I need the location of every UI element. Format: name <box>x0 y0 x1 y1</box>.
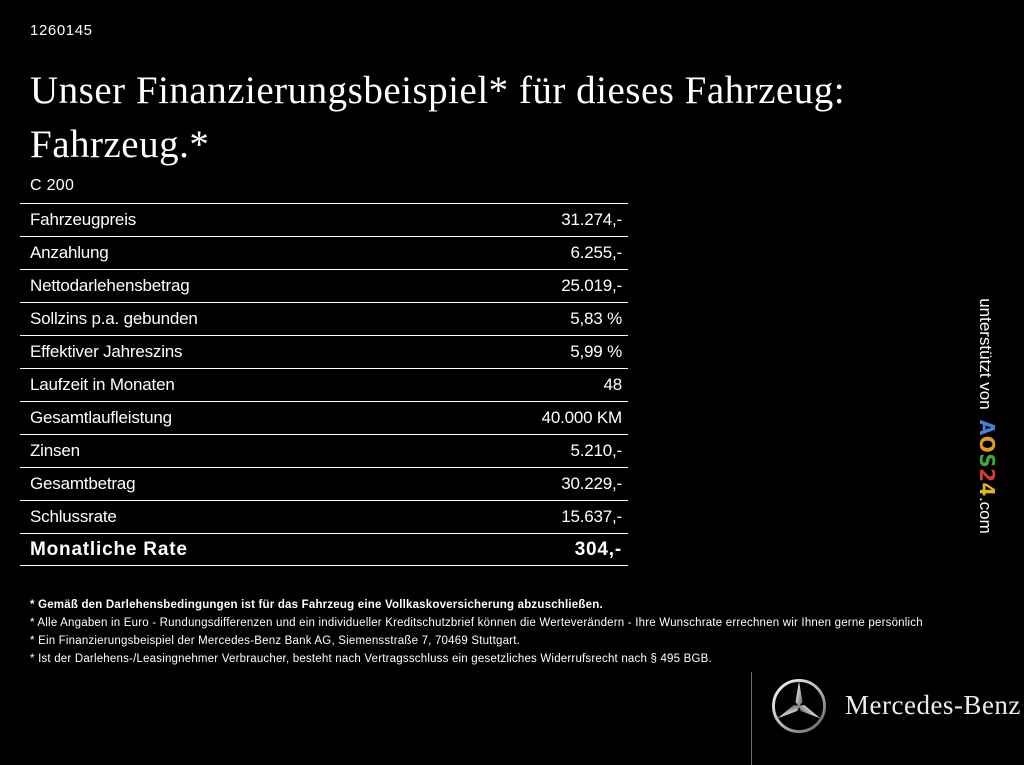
table-row: Schlussrate 15.637,- <box>20 500 628 533</box>
mercedes-star-icon <box>772 679 826 733</box>
row-label: Effektiver Jahreszins <box>30 342 183 361</box>
row-label: Schlussrate <box>30 507 117 526</box>
vehicle-model-label: C 200 <box>30 177 75 194</box>
row-value: 5.210,- <box>570 441 622 460</box>
footnotes: * Gemäß den Darlehensbedingungen ist für… <box>30 599 990 671</box>
table-row: Zinsen 5.210,- <box>20 434 628 467</box>
page-title-line2: Fahrzeug.* <box>30 123 210 166</box>
row-value: 15.637,- <box>561 507 622 526</box>
listing-ref-number: 1260145 <box>30 22 93 39</box>
sponsor-brand-letter: S <box>975 453 999 469</box>
footnote: * Alle Angaben in Euro - Rundungsdiffere… <box>30 617 923 629</box>
footnote: * Gemäß den Darlehensbedingungen ist für… <box>30 599 603 611</box>
sponsor-brand-letter: 4 <box>975 482 999 497</box>
row-label: Gesamtlaufleistung <box>30 408 172 427</box>
sponsor-brand-letter: 2 <box>975 468 999 483</box>
sponsor-brand-logo: AOS24 <box>975 420 999 497</box>
footnote: * Ein Finanzierungsbeispiel der Mercedes… <box>30 635 520 647</box>
row-value: 5,83 % <box>570 309 622 328</box>
row-label: Sollzins p.a. gebunden <box>30 309 198 328</box>
footnote: * Ist der Darlehens-/Leasingnehmer Verbr… <box>30 653 712 665</box>
row-label: Zinsen <box>30 441 80 460</box>
table-row: Fahrzeugpreis 31.274,- <box>20 203 628 236</box>
row-value: 6.255,- <box>570 243 622 262</box>
table-row: Anzahlung 6.255,- <box>20 236 628 269</box>
sponsor-suffix: .com <box>976 496 995 534</box>
table-row: Monatliche Rate 304,- <box>20 533 628 566</box>
row-label: Nettodarlehensbetrag <box>30 276 190 295</box>
table-row: Effektiver Jahreszins 5,99 % <box>20 335 628 368</box>
finance-table: Fahrzeugpreis 31.274,- Anzahlung 6.255,- Net… <box>20 203 628 566</box>
row-label: Fahrzeugpreis <box>30 210 137 229</box>
row-label: Gesamtbetrag <box>30 474 136 493</box>
page-title: Unser Finanzierungsbeispiel* für dieses … <box>30 64 990 172</box>
sponsor-prefix: unterstützt von <box>976 298 995 410</box>
table-row: Laufzeit in Monaten 48 <box>20 368 628 401</box>
row-value: 304,- <box>574 538 622 560</box>
row-value: 31.274,- <box>561 210 622 229</box>
sponsor-brand-letter: O <box>975 435 999 454</box>
logo-divider-line <box>751 672 752 765</box>
brand-wordmark: Mercedes-Benz <box>845 690 1021 720</box>
table-row: Sollzins p.a. gebunden 5,83 % <box>20 302 628 335</box>
sponsor-brand-letter: A <box>975 419 999 436</box>
row-label: Laufzeit in Monaten <box>30 375 175 394</box>
sponsor-credit: unterstützt von AOS24.com <box>975 270 999 562</box>
row-value: 48 <box>603 375 622 394</box>
row-value: 40.000 KM <box>541 408 623 427</box>
row-value: 30.229,- <box>561 474 622 493</box>
table-row: Gesamtbetrag 30.229,- <box>20 467 628 500</box>
table-row: Nettodarlehensbetrag 25.019,- <box>20 269 628 302</box>
row-value: 25.019,- <box>561 276 622 295</box>
row-label: Anzahlung <box>30 243 109 262</box>
row-value: 5,99 % <box>570 342 622 361</box>
row-label: Monatliche Rate <box>30 538 188 560</box>
table-row: Gesamtlaufleistung 40.000 KM <box>20 401 628 434</box>
page-title-line1: Unser Finanzierungsbeispiel* für dieses … <box>30 69 846 112</box>
